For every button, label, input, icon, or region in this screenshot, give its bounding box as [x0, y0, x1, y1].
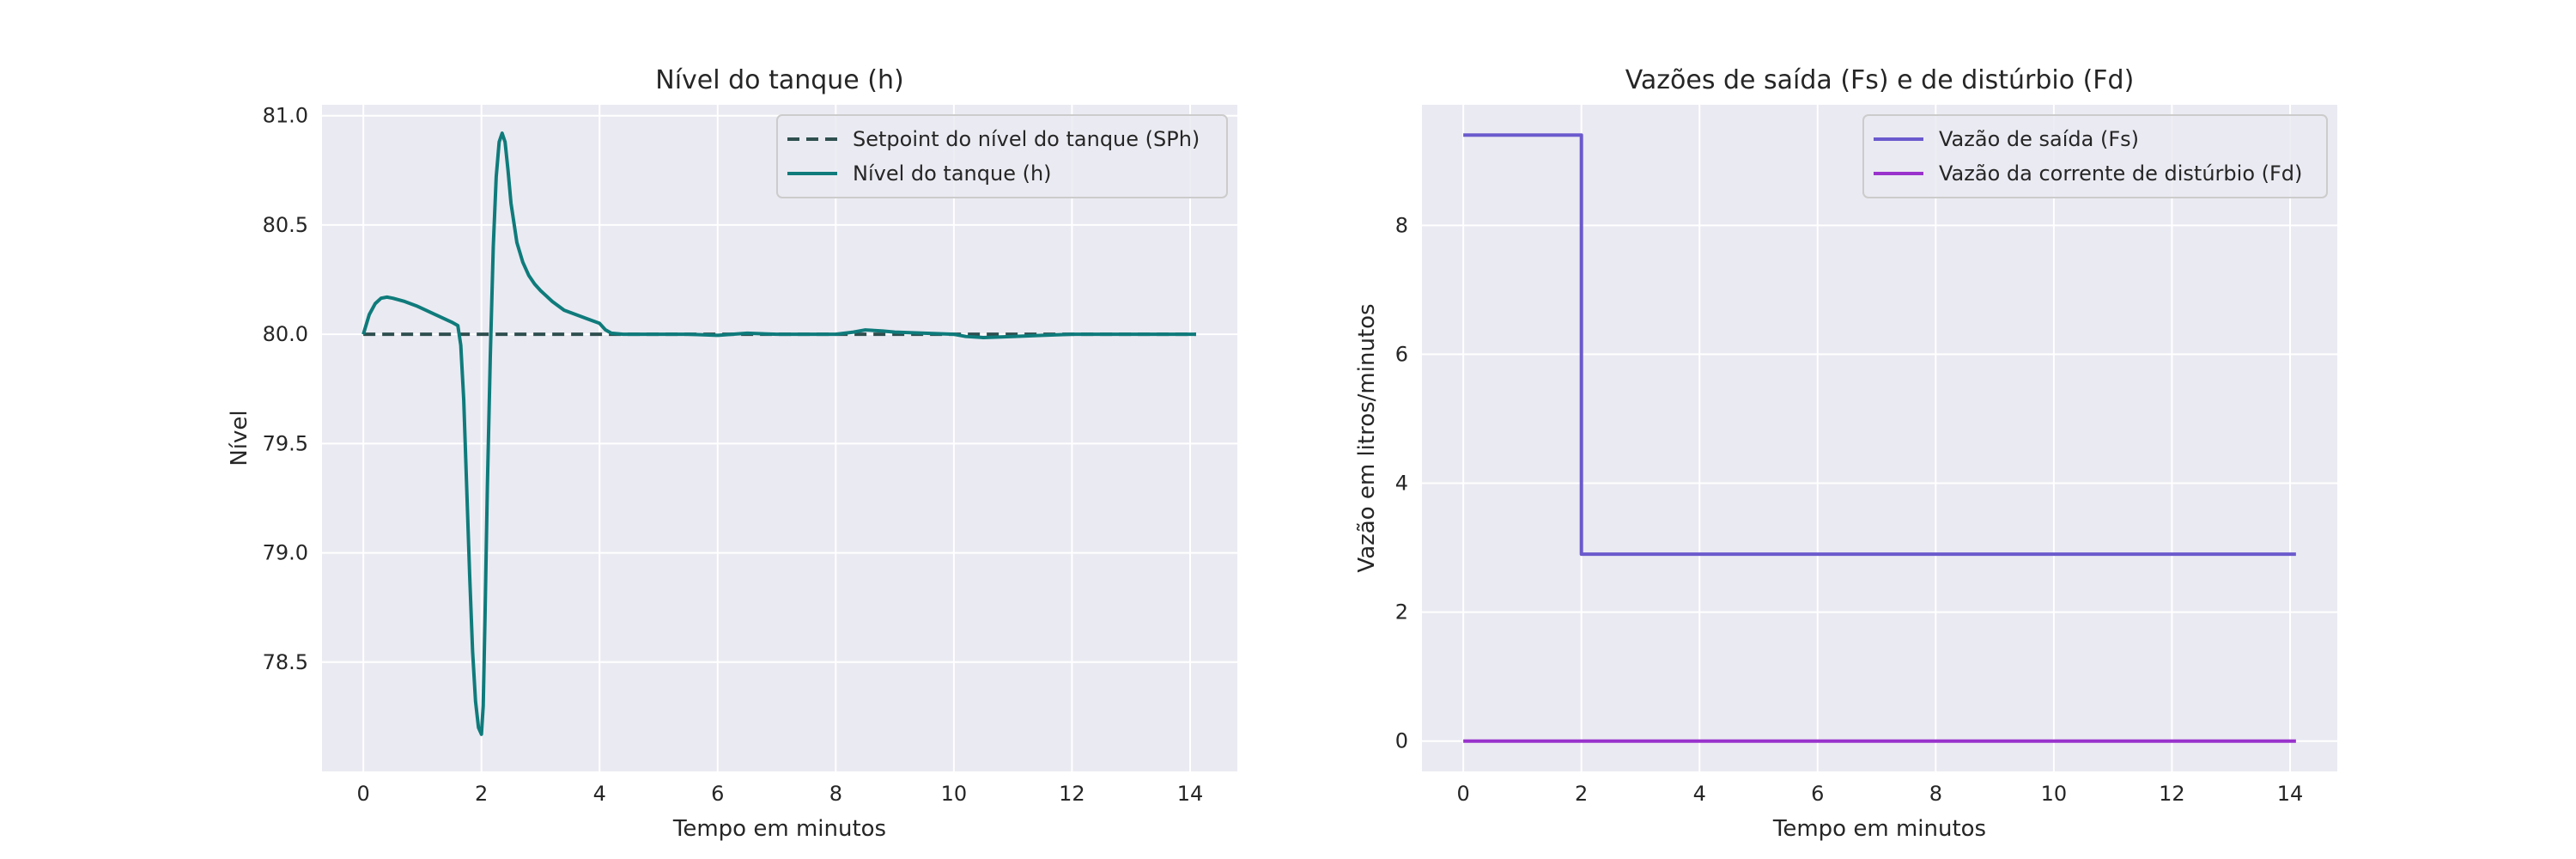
x-tick-label: 10 — [2041, 782, 2068, 806]
x-tick-label: 2 — [1575, 782, 1588, 806]
legend-entry: Nível do tanque (h) — [853, 161, 1052, 186]
chart-title: Nível do tanque (h) — [655, 65, 903, 95]
x-tick-label: 14 — [1177, 782, 1204, 806]
y-tick-label: 80.5 — [263, 213, 308, 237]
x-axis-label: Tempo em minutos — [1772, 816, 1986, 842]
x-tick-label: 8 — [1929, 782, 1942, 806]
x-tick-label: 14 — [2277, 782, 2304, 806]
x-tick-label: 4 — [593, 782, 606, 806]
chart-panel-flows: 0 2 4 6 8 10 12 14 0 2 4 6 8 Vazões de saída (Fs) e … — [1354, 65, 2337, 842]
x-tick-label: 8 — [829, 782, 842, 806]
y-tick-label: 0 — [1395, 729, 1408, 753]
legend-box — [1862, 114, 2328, 198]
plot-background — [1422, 105, 2337, 771]
x-tick-label: 12 — [1059, 782, 1085, 806]
series-line-0 — [1463, 133, 2296, 557]
legend-entry: Vazão de saída (Fs) — [1939, 127, 2139, 151]
x-tick-label: 0 — [357, 782, 370, 806]
x-tick-label: 0 — [1457, 782, 1470, 806]
x-tick-label: 12 — [2159, 782, 2185, 806]
legend: Vazão de saída (Fs) Vazão da corrente de … — [1862, 114, 2328, 198]
legend-box — [776, 114, 1228, 198]
legend-entry: Setpoint do nível do tanque (SPh) — [853, 127, 1200, 151]
legend-entry: Vazão da corrente de distúrbio (Fd) — [1939, 161, 2302, 186]
chart-panel-level: 0 2 4 6 8 10 12 14 78.5 79.0 79.5 80.0 80.5 81.0 Níve… — [227, 65, 1237, 842]
x-tick-label: 2 — [475, 782, 488, 806]
tick-labels: 0 2 4 6 8 10 12 14 0 2 4 6 8 — [1395, 213, 2304, 806]
x-tick-label: 6 — [1811, 782, 1824, 806]
series-layer — [361, 131, 1196, 736]
plot-background — [322, 105, 1237, 771]
y-tick-label: 2 — [1395, 600, 1408, 624]
series-layer — [1463, 133, 2296, 743]
y-axis-label: Vazão em litros/minutos — [1354, 303, 1380, 572]
chart-title: Vazões de saída (Fs) e de distúrbio (Fd) — [1625, 65, 2135, 95]
x-tick-label: 6 — [711, 782, 724, 806]
y-tick-label: 4 — [1395, 472, 1408, 496]
y-tick-label: 8 — [1395, 213, 1408, 237]
y-tick-label: 79.0 — [263, 541, 308, 565]
y-tick-label: 80.0 — [263, 322, 308, 346]
x-tick-label: 4 — [1693, 782, 1706, 806]
tick-labels: 0 2 4 6 8 10 12 14 78.5 79.0 79.5 80.0 80.5 81.0 — [263, 104, 1204, 806]
y-tick-label: 79.5 — [263, 431, 308, 455]
y-tick-label: 81.0 — [263, 104, 308, 128]
legend: Setpoint do nível do tanque (SPh) Nível d… — [776, 114, 1228, 198]
series-line-1 — [361, 131, 1196, 736]
y-tick-label: 6 — [1395, 342, 1408, 366]
x-axis-label: Tempo em minutos — [672, 816, 886, 842]
x-tick-label: 10 — [941, 782, 968, 806]
y-tick-label: 78.5 — [263, 650, 308, 674]
y-axis-label: Nível — [227, 410, 252, 466]
